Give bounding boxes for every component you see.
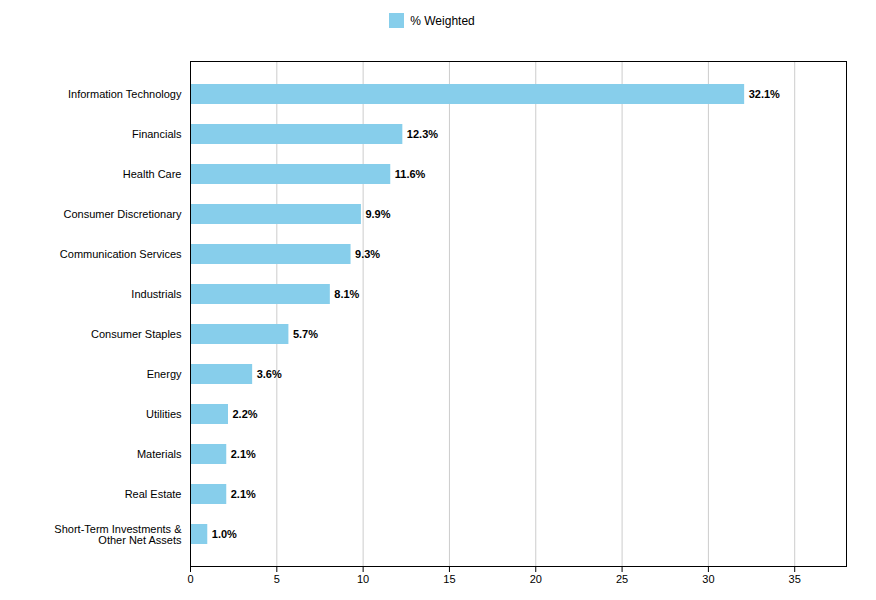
svg-text:25: 25 <box>616 573 628 585</box>
svg-text:Information Technology: Information Technology <box>68 88 182 100</box>
svg-text:15: 15 <box>443 573 455 585</box>
svg-text:Short-Term Investments &Other: Short-Term Investments &Other Net Assets <box>54 523 182 546</box>
svg-text:Health Care: Health Care <box>123 168 182 180</box>
svg-text:Real Estate: Real Estate <box>125 488 182 500</box>
svg-text:Financials: Financials <box>132 128 182 140</box>
svg-text:Consumer Discretionary: Consumer Discretionary <box>64 208 182 220</box>
svg-text:2.1%: 2.1% <box>231 448 256 460</box>
svg-text:30: 30 <box>702 573 714 585</box>
svg-text:Consumer Staples: Consumer Staples <box>91 328 182 340</box>
svg-text:2.2%: 2.2% <box>232 408 257 420</box>
svg-text:2.1%: 2.1% <box>231 488 256 500</box>
svg-text:9.9%: 9.9% <box>365 208 390 220</box>
svg-text:32.1%: 32.1% <box>749 88 780 100</box>
svg-text:1.0%: 1.0% <box>212 528 237 540</box>
svg-text:5: 5 <box>274 573 280 585</box>
html-text:% Weighted: % Weighted <box>410 13 475 28</box>
svg-text:8.1%: 8.1% <box>334 288 359 300</box>
svg-text:Industrials: Industrials <box>131 288 182 300</box>
svg-text:12.3%: 12.3% <box>407 128 438 140</box>
svg-text:3.6%: 3.6% <box>257 368 282 380</box>
svg-text:5.7%: 5.7% <box>293 328 318 340</box>
svg-text:0: 0 <box>187 573 193 585</box>
svg-text:Utilities: Utilities <box>146 408 182 420</box>
svg-text:20: 20 <box>530 573 542 585</box>
svg-text:10: 10 <box>357 573 369 585</box>
svg-text:Communication Services: Communication Services <box>60 248 182 260</box>
svg-text:11.6%: 11.6% <box>395 168 426 180</box>
svg-text:9.3%: 9.3% <box>355 248 380 260</box>
svg-text:35: 35 <box>789 573 801 585</box>
svg-text:Materials: Materials <box>137 448 182 460</box>
svg-text:Energy: Energy <box>147 368 182 380</box>
